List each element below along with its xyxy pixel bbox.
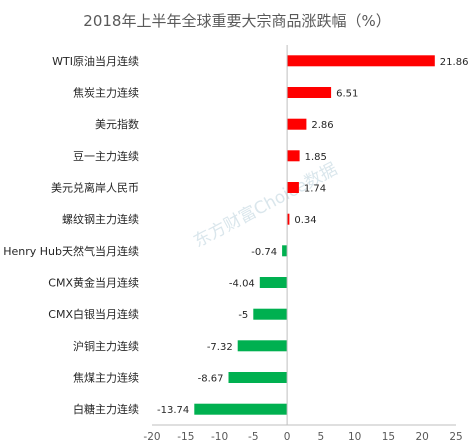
value-label: -8.67	[198, 374, 224, 385]
category-label: 美元兑离岸人民币	[51, 181, 139, 195]
value-label: -5	[238, 310, 248, 321]
value-label: 1.74	[304, 184, 326, 195]
x-tick-label: -10	[211, 431, 228, 443]
bars-group	[194, 55, 435, 415]
value-labels: 21.86 6.51 2.86 1.85 1.74 0.34 -0.74 -4.04 -5 -7.…	[157, 57, 468, 416]
value-label: -0.74	[251, 247, 277, 258]
bar	[194, 403, 288, 415]
value-label: -4.04	[229, 279, 255, 290]
x-tick-label: 20	[416, 431, 429, 443]
bar	[287, 182, 299, 193]
category-label: Henry Hub天然气当月连续	[3, 244, 139, 258]
category-label: 沪铜主力连续	[73, 339, 139, 353]
x-tick-label: 5	[318, 431, 325, 443]
bar	[253, 308, 288, 320]
bar	[287, 118, 307, 130]
category-label: 豆一主力连续	[73, 149, 139, 163]
x-tick-label: 0	[284, 431, 291, 443]
bar	[287, 87, 332, 98]
category-labels: WTI原油当月连续焦炭主力连续美元指数豆一主力连续美元兑离岸人民币螺纹钢主力连续…	[3, 54, 139, 416]
bar	[228, 372, 288, 383]
value-label: -7.32	[207, 342, 233, 353]
category-label: 焦煤主力连续	[73, 371, 139, 385]
value-label: -13.74	[157, 405, 189, 416]
x-tick-label: -5	[248, 431, 258, 443]
x-tick-label: 15	[382, 431, 395, 443]
bar	[287, 213, 290, 225]
value-label: 6.51	[336, 89, 358, 100]
x-tick-label: 10	[348, 431, 361, 443]
x-tick-label: -20	[143, 431, 160, 443]
chart-title: 2018年上半年全球重要大宗商品涨跌幅（%）	[83, 12, 390, 30]
value-label: 21.86	[440, 57, 469, 68]
bar	[237, 340, 288, 352]
bar	[282, 245, 288, 257]
category-label: 白糖主力连续	[73, 402, 139, 416]
bar	[259, 277, 288, 288]
category-label: CMX黄金当月连续	[48, 276, 139, 290]
category-label: 螺纹钢主力连续	[62, 212, 139, 226]
bar	[287, 55, 435, 67]
bar	[287, 150, 300, 162]
x-axis-ticks: -20 -15 -10 -5 0 5 10 15 20 25	[143, 431, 462, 443]
watermark: 东方财富Choice数据	[191, 159, 341, 252]
category-label: 美元指数	[95, 117, 139, 131]
value-label: 0.34	[294, 215, 316, 226]
x-tick-label: 25	[449, 431, 462, 443]
category-label: CMX白银当月连续	[48, 307, 139, 321]
x-tick-label: -15	[177, 431, 194, 443]
value-label: 1.85	[305, 152, 327, 163]
category-label: WTI原油当月连续	[52, 54, 139, 68]
category-label: 焦炭主力连续	[73, 86, 139, 100]
value-label: 2.86	[311, 120, 333, 131]
